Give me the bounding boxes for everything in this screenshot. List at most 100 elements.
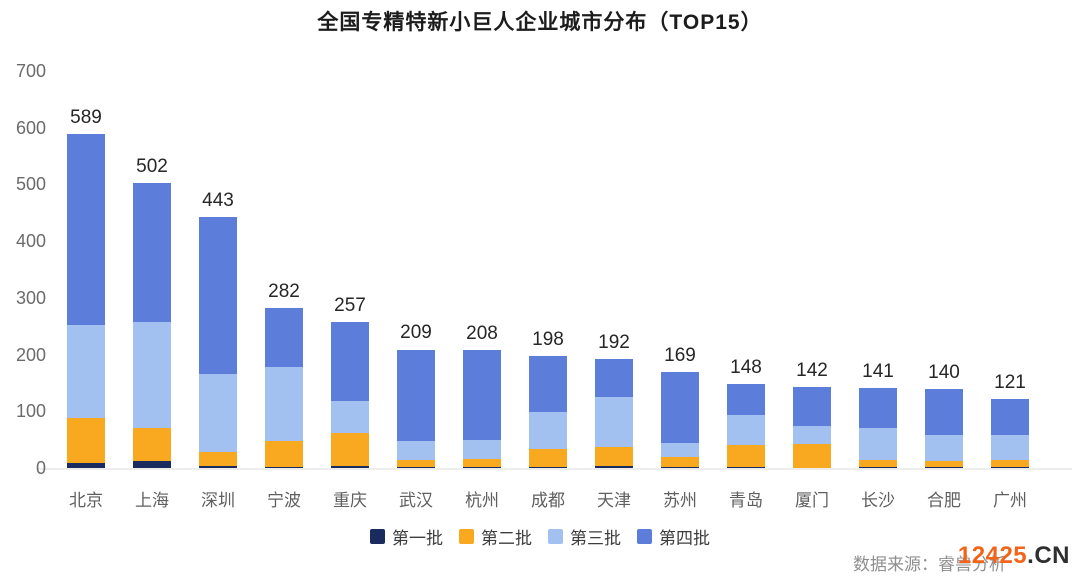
x-axis-baseline — [38, 468, 1072, 470]
bar-segment — [727, 466, 765, 468]
bar-segment — [331, 433, 369, 466]
bar-segment — [133, 322, 171, 429]
x-axis-label: 青岛 — [729, 491, 763, 510]
bar-segment — [133, 183, 171, 323]
stacked-bar — [595, 359, 633, 468]
bar-segment — [331, 322, 369, 402]
bar-value-label: 148 — [730, 357, 762, 379]
y-axis-label: 400 — [15, 231, 46, 252]
bar-segment — [463, 466, 501, 468]
stacked-bar — [133, 183, 171, 468]
bar-segment — [595, 359, 633, 397]
bar-segment — [793, 387, 831, 427]
bar-value-label: 142 — [796, 360, 828, 382]
bar-segment — [529, 355, 567, 412]
bar-value-label: 208 — [466, 323, 498, 345]
bar-segment — [331, 401, 369, 434]
watermark: 12425.CN — [958, 542, 1070, 570]
bar-slot — [977, 0, 1043, 468]
bar-value-label: 140 — [928, 361, 960, 383]
bar-segment — [859, 388, 897, 429]
x-axis-label: 天津 — [597, 491, 631, 510]
x-axis-label: 厦门 — [795, 491, 829, 510]
bar-segment — [199, 452, 237, 466]
bar-segment — [727, 384, 765, 416]
x-axis-label: 广州 — [993, 491, 1027, 510]
bar-segment — [529, 411, 567, 450]
stacked-bar — [331, 322, 369, 468]
x-axis-label: 杭州 — [465, 491, 499, 510]
stacked-bar — [661, 372, 699, 468]
bar-segment — [595, 396, 633, 448]
y-axis-label: 300 — [15, 287, 46, 308]
bar-segment — [463, 350, 501, 441]
y-axis-label: 700 — [15, 61, 46, 81]
bar-segment — [661, 466, 699, 468]
stacked-bar — [463, 350, 501, 468]
watermark-suffix: .CN — [1027, 542, 1070, 569]
bar-segment — [463, 440, 501, 459]
legend-swatch-icon — [370, 529, 385, 544]
bar-slot — [53, 0, 119, 468]
bar-segment — [67, 133, 105, 325]
bar-segment — [331, 465, 369, 468]
x-axis-label: 重庆 — [333, 491, 367, 510]
bar-segment — [859, 466, 897, 468]
legend-swatch-icon — [637, 529, 652, 544]
bar-segment — [199, 374, 237, 453]
bar-segment — [727, 415, 765, 445]
stacked-bar — [529, 355, 567, 468]
bar-slot — [251, 0, 317, 468]
legend-label: 第一批 — [392, 529, 443, 548]
bar-slot — [779, 0, 845, 468]
legend-item: 第二批 — [459, 524, 532, 549]
chart-title: 全国专精特新小巨人企业城市分布（TOP15） — [317, 11, 763, 34]
bar-slot — [449, 0, 515, 468]
bar-segment — [265, 466, 303, 468]
legend: 第一批 第二批 第三批 第四批 — [0, 524, 1080, 549]
bar-segment — [991, 466, 1029, 468]
bar-segment — [661, 442, 699, 458]
bar-value-label: 282 — [268, 281, 300, 303]
bar-value-label: 209 — [400, 322, 432, 344]
x-axis-label: 武汉 — [399, 491, 433, 510]
bar-segment — [661, 372, 699, 443]
bar-segment — [925, 461, 963, 467]
bar-segment — [925, 466, 963, 468]
bar-segment — [397, 349, 435, 442]
bar-slot — [515, 0, 581, 468]
bar-slot — [383, 0, 449, 468]
bar-slot — [119, 0, 185, 468]
bar-slot — [647, 0, 713, 468]
bar-value-label: 589 — [70, 106, 102, 128]
stacked-bar — [991, 399, 1029, 468]
legend-swatch-icon — [459, 529, 474, 544]
y-axis-label: 100 — [15, 401, 46, 422]
legend-label: 第三批 — [570, 529, 621, 548]
x-axis-label: 成都 — [531, 491, 565, 510]
bar-segment — [859, 428, 897, 461]
x-axis-label: 深圳 — [201, 491, 235, 510]
bar-value-label: 502 — [136, 156, 168, 178]
legend-label: 第二批 — [481, 529, 532, 548]
y-axis-label: 600 — [15, 117, 46, 138]
bar-slot — [911, 0, 977, 468]
data-source-label: 数据来源：睿兽分析 — [853, 555, 1006, 574]
legend-label: 第四批 — [659, 529, 710, 548]
x-axis-label: 北京 — [69, 491, 103, 510]
bar-segment — [67, 324, 105, 419]
bar-segment — [265, 440, 303, 467]
y-axis-label: 0 — [35, 458, 46, 478]
source-area: 数据来源：睿兽分析 12425.CN — [772, 540, 1072, 576]
bar-segment — [397, 466, 435, 468]
bar-segment — [133, 428, 171, 461]
x-axis-label: 长沙 — [861, 491, 895, 510]
legend-item: 第三批 — [548, 524, 621, 549]
bar-segment — [265, 308, 303, 367]
x-axis-label: 合肥 — [927, 491, 961, 510]
x-axis-label: 宁波 — [267, 491, 301, 510]
bar-segment — [67, 418, 105, 464]
bar-segment — [595, 447, 633, 466]
bar-segment — [529, 466, 567, 468]
